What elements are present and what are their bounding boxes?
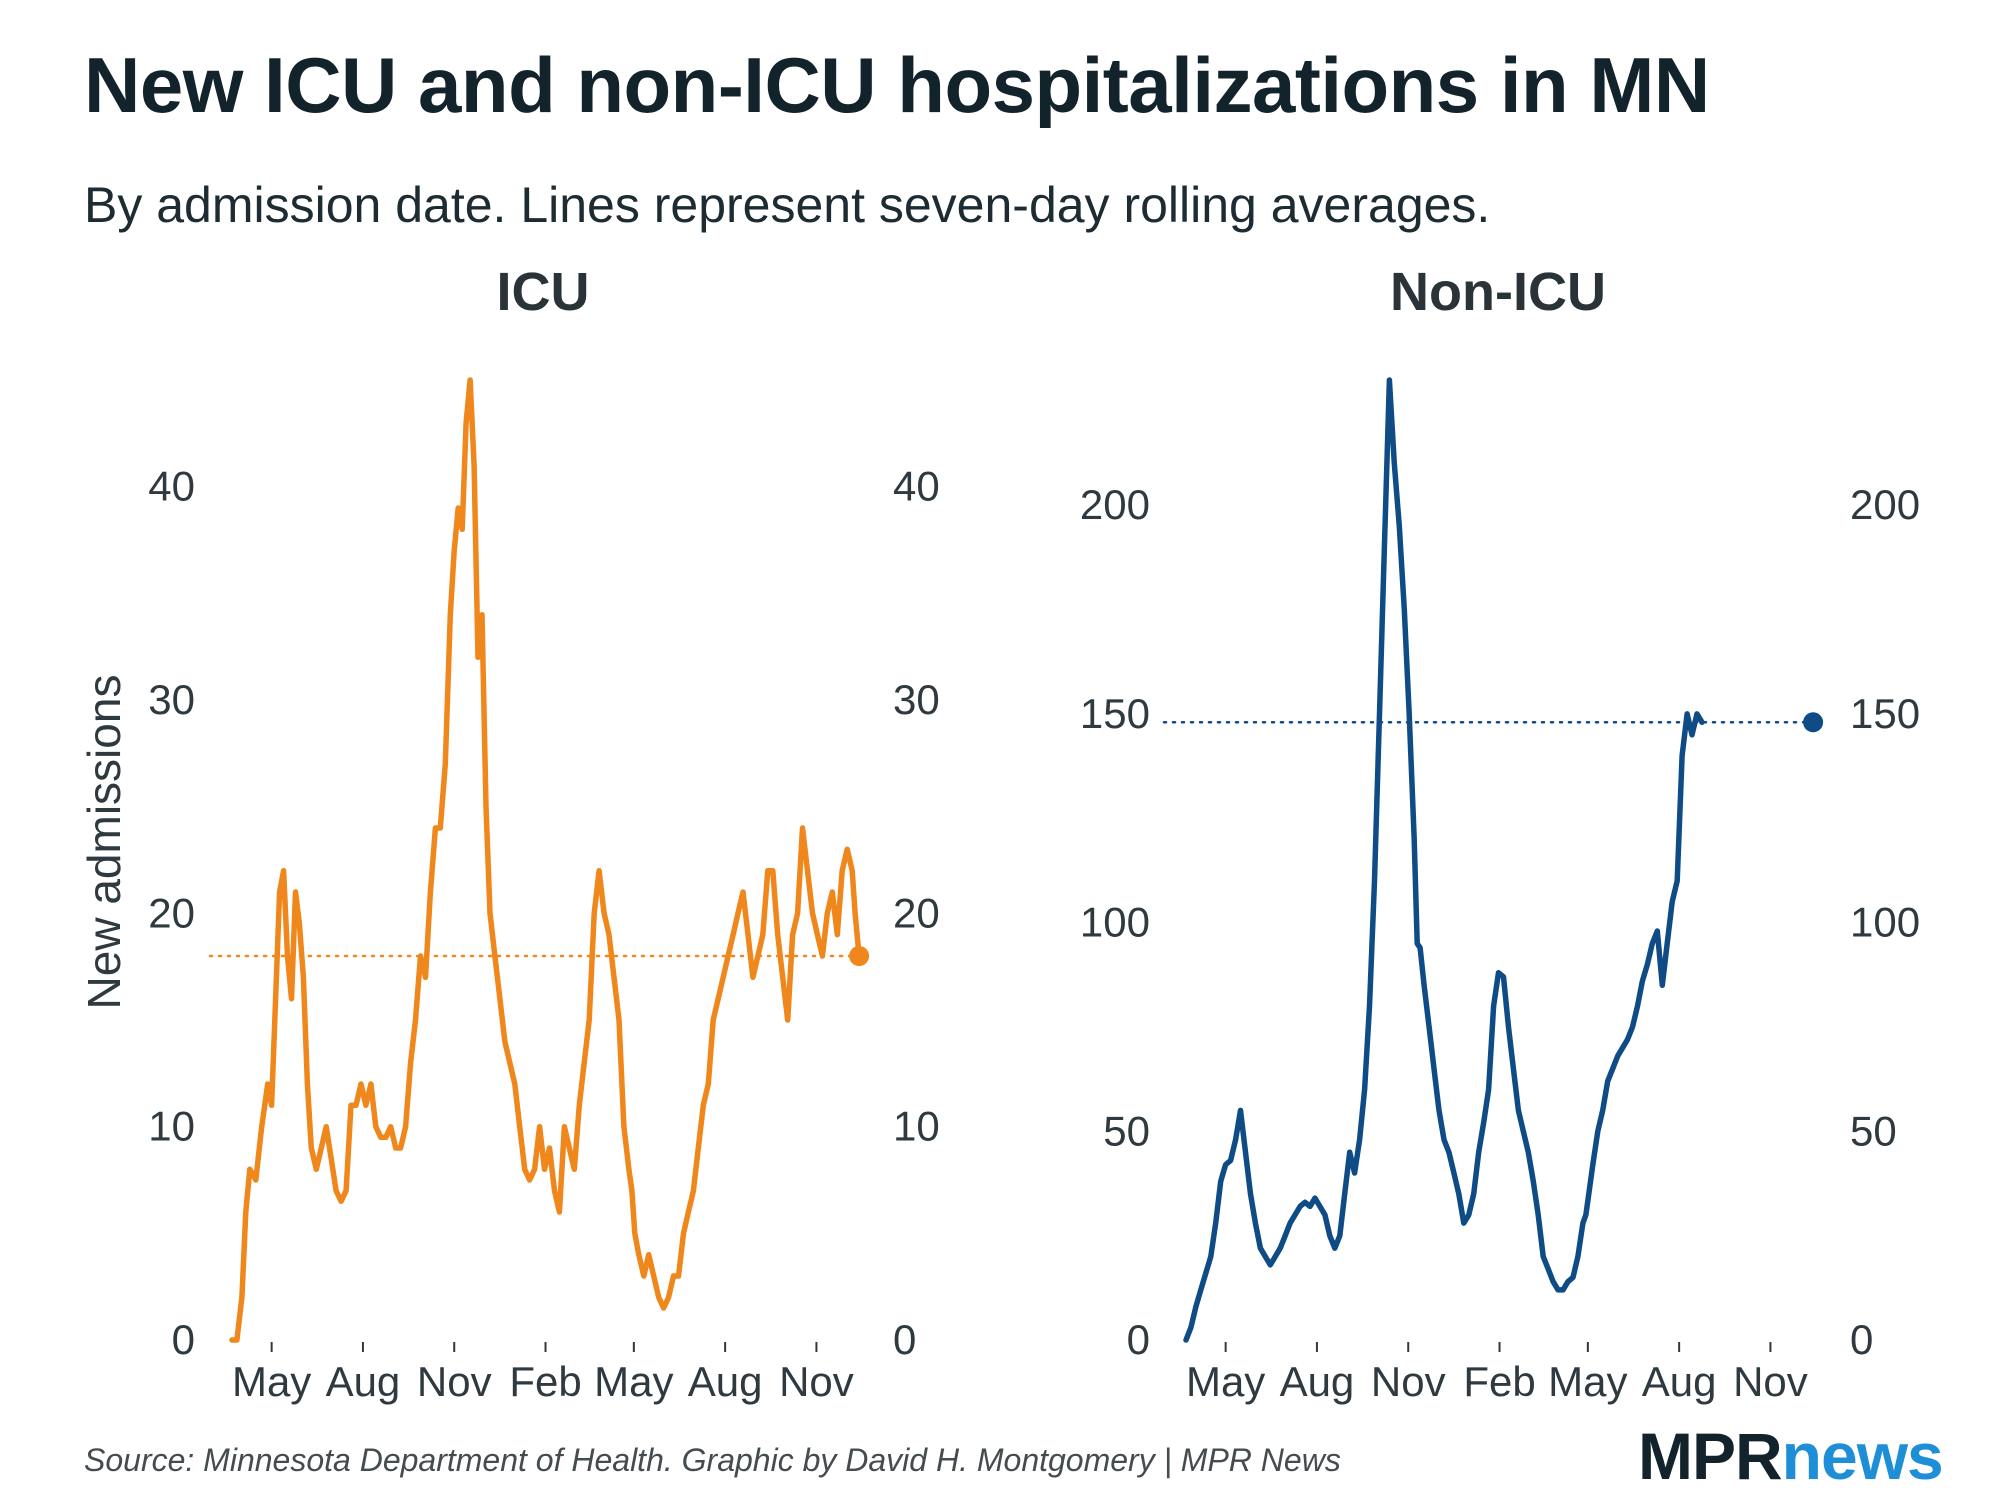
non-icu-xtick-label: Nov [1733, 1358, 1808, 1405]
non-icu-ytick-left: 100 [1080, 899, 1150, 946]
source-note: Source: Minnesota Department of Health. … [84, 1442, 1341, 1478]
non-icu-xtick-label: Aug [1280, 1358, 1355, 1405]
non-icu-ytick-right: 150 [1850, 690, 1920, 737]
icu-y-axis-label: New admissions [78, 675, 130, 1010]
icu-xtick-label: May [594, 1358, 673, 1405]
icu-ytick-left: 20 [148, 889, 195, 936]
non-icu-last-point [1803, 712, 1824, 733]
non-icu-ytick-right: 50 [1850, 1107, 1897, 1154]
non-icu-ytick-left: 0 [1127, 1316, 1150, 1363]
non-icu-xtick-label: May [1186, 1358, 1265, 1405]
icu-ytick-left: 10 [148, 1103, 195, 1150]
logo-mpr: MPR [1638, 1419, 1783, 1493]
non-icu-ytick-left: 200 [1080, 481, 1150, 528]
non-icu-xtick-label: Nov [1371, 1358, 1446, 1405]
icu-xtick-label: May [232, 1358, 311, 1405]
icu-ytick-right: 30 [893, 676, 940, 723]
icu-panel-title: ICU [497, 262, 590, 322]
non-icu-ytick-right: 200 [1850, 481, 1920, 528]
non-icu-series-line [1183, 377, 1705, 1343]
non-icu-xtick-label: Feb [1463, 1358, 1535, 1405]
logo-news: news [1781, 1419, 1944, 1493]
icu-panel: ICU 0 0 10 10 20 20 30 30 40 40 May Aug Nov Feb May Aug N… [78, 262, 940, 1405]
mpr-news-logo: MPRnews [1638, 1418, 1944, 1494]
non-icu-xtick-label: May [1548, 1358, 1627, 1405]
icu-xtick-label: Aug [688, 1358, 763, 1405]
icu-last-point [849, 946, 870, 966]
icu-ytick-right: 20 [893, 889, 940, 936]
icu-series-line [229, 377, 862, 1343]
icu-ytick-left: 40 [148, 463, 195, 510]
icu-ytick-right: 10 [893, 1103, 940, 1150]
non-icu-ytick-left: 50 [1103, 1107, 1150, 1154]
non-icu-ytick-right: 100 [1850, 899, 1920, 946]
non-icu-ytick-left: 150 [1080, 690, 1150, 737]
non-icu-panel: Non-ICU 0 0 50 50 100 100 150 150 200 200 May Aug Nov… [1080, 262, 1920, 1405]
icu-xtick-label: Feb [509, 1358, 581, 1405]
icu-xtick-label: Nov [779, 1358, 854, 1405]
chart-title: New ICU and non-ICU hospitalizations in … [84, 41, 1710, 129]
icu-xtick-label: Nov [417, 1358, 492, 1405]
icu-xtick-label: Aug [326, 1358, 401, 1405]
icu-ytick-left: 30 [148, 676, 195, 723]
chart-subtitle: By admission date. Lines represent seven… [84, 177, 1491, 233]
non-icu-xtick-label: Aug [1642, 1358, 1717, 1405]
icu-ytick-right: 40 [893, 463, 940, 510]
non-icu-ytick-right: 0 [1850, 1316, 1873, 1363]
non-icu-panel-title: Non-ICU [1390, 262, 1606, 322]
icu-ytick-left: 0 [172, 1316, 195, 1363]
icu-ytick-right: 0 [893, 1316, 916, 1363]
